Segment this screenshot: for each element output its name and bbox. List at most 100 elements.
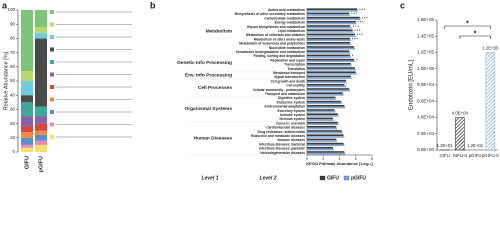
category-label: Environmental adaptation [265, 105, 305, 109]
bar-segment [35, 123, 47, 131]
bar [307, 115, 339, 117]
y-tick-label: 1.0E+05 [417, 66, 434, 71]
legend-swatch [50, 35, 54, 39]
bar-segment [35, 10, 47, 28]
bar [307, 138, 337, 141]
bar-segment [35, 106, 47, 117]
bar [307, 119, 334, 121]
category-label: Metabolism of terpenoids and polyketides [239, 42, 305, 46]
bar [307, 58, 355, 61]
category-label: Energy metabolism [275, 21, 305, 25]
significance: * * * [359, 8, 366, 12]
bar-segment [35, 38, 47, 107]
value-label: 1.2E+01 [467, 143, 484, 148]
legend-swatch [50, 85, 54, 89]
bar [307, 147, 333, 149]
panel-label: b [150, 0, 156, 10]
y-tick-label: 4.0E+04 [417, 115, 434, 120]
bar [307, 56, 351, 58]
bar [307, 18, 361, 21]
bar [307, 130, 342, 132]
level1-label: Organismal Systems [185, 106, 233, 112]
bar [307, 75, 351, 78]
category-label: Amino acid metabolism [268, 8, 305, 12]
value-label: 4.0E+04 [452, 111, 469, 116]
legend-swatch [50, 10, 54, 14]
x-tick-label: pGIFU-S [482, 153, 499, 158]
bar [307, 92, 343, 94]
bar-segment [21, 95, 33, 103]
y-tick-label: 1.4E+05 [417, 33, 434, 38]
legend-swatch [50, 22, 54, 27]
legend-swatch [50, 97, 54, 102]
significance: * * * [358, 21, 365, 25]
significance: * * * [354, 29, 361, 33]
bar [307, 136, 345, 138]
category-label: Immune diseases [278, 138, 306, 142]
legend-swatch [50, 72, 54, 77]
bar [307, 63, 351, 65]
y-tick-label: 1.6E+05 [417, 17, 434, 22]
y-axis-label: Relative Abundance [%] [3, 51, 9, 110]
category-label: Digestive system [278, 96, 305, 100]
y-tick-label: 50 [10, 78, 16, 83]
y-tick-label: 80 [10, 36, 16, 41]
significance-bracket [459, 35, 491, 39]
category-label: Infectious diseases: parasitic [259, 147, 305, 151]
bar [307, 33, 355, 36]
legend-label: pGIFU [351, 176, 366, 182]
bar [307, 144, 345, 147]
y-tick-label: 20 [10, 121, 16, 126]
significance-bracket [444, 25, 491, 29]
bar [307, 37, 351, 40]
y-tick-label: 60 [10, 64, 16, 69]
category-label: Folding, sorting and degradation [254, 54, 305, 58]
bar-segment [35, 27, 47, 33]
category-label: Immune system [280, 113, 305, 117]
bar [307, 35, 356, 37]
bar [307, 96, 336, 99]
category-label: Glycan biosynthesis and metabolism [247, 25, 305, 29]
bar [307, 25, 351, 27]
y-tick-label: 0.0E+00 [417, 147, 434, 152]
legend-swatch [50, 110, 54, 114]
x-axis-label: KEGG Pathway Abundance [Log₁₀] [306, 161, 373, 166]
bar [307, 123, 339, 126]
bar [307, 152, 346, 155]
bar [455, 117, 465, 151]
y-tick-label: 40 [10, 92, 16, 97]
bar-segment [35, 116, 47, 124]
bar-segment [35, 32, 47, 39]
bar [307, 26, 352, 29]
bar [307, 77, 352, 79]
panel-label: a [2, 0, 8, 10]
x-tick-label: GIFU [24, 156, 30, 169]
significance: * * * [353, 25, 360, 29]
significance-label: * [474, 30, 477, 37]
x-tick-label: pGIFU [38, 156, 44, 173]
bar-segment [35, 134, 47, 141]
category-label: Transport and catabolism [265, 92, 305, 96]
bar [307, 117, 333, 120]
x-tick-label: 0 [306, 157, 308, 161]
legend-swatch [50, 47, 54, 52]
bar [307, 8, 358, 10]
bar [307, 14, 351, 16]
x-tick-label: 2 [322, 157, 324, 161]
bar [307, 89, 351, 92]
bar [307, 151, 345, 153]
significance: * [352, 54, 354, 58]
level1-label: Env. Info Processing [185, 72, 232, 78]
y-tick-label: 90 [10, 21, 16, 26]
bar [307, 46, 355, 48]
category-label: Cell motility [286, 84, 305, 88]
x-tick-label: 6 [355, 157, 357, 161]
category-label: Xenobiotics biodegradation and metabolis… [236, 50, 305, 54]
bar [307, 127, 338, 130]
bar [485, 52, 496, 151]
y-tick-label: 8.0E+04 [417, 82, 434, 87]
bar [307, 98, 337, 100]
bar [307, 31, 354, 33]
legend-swatch [50, 122, 54, 127]
